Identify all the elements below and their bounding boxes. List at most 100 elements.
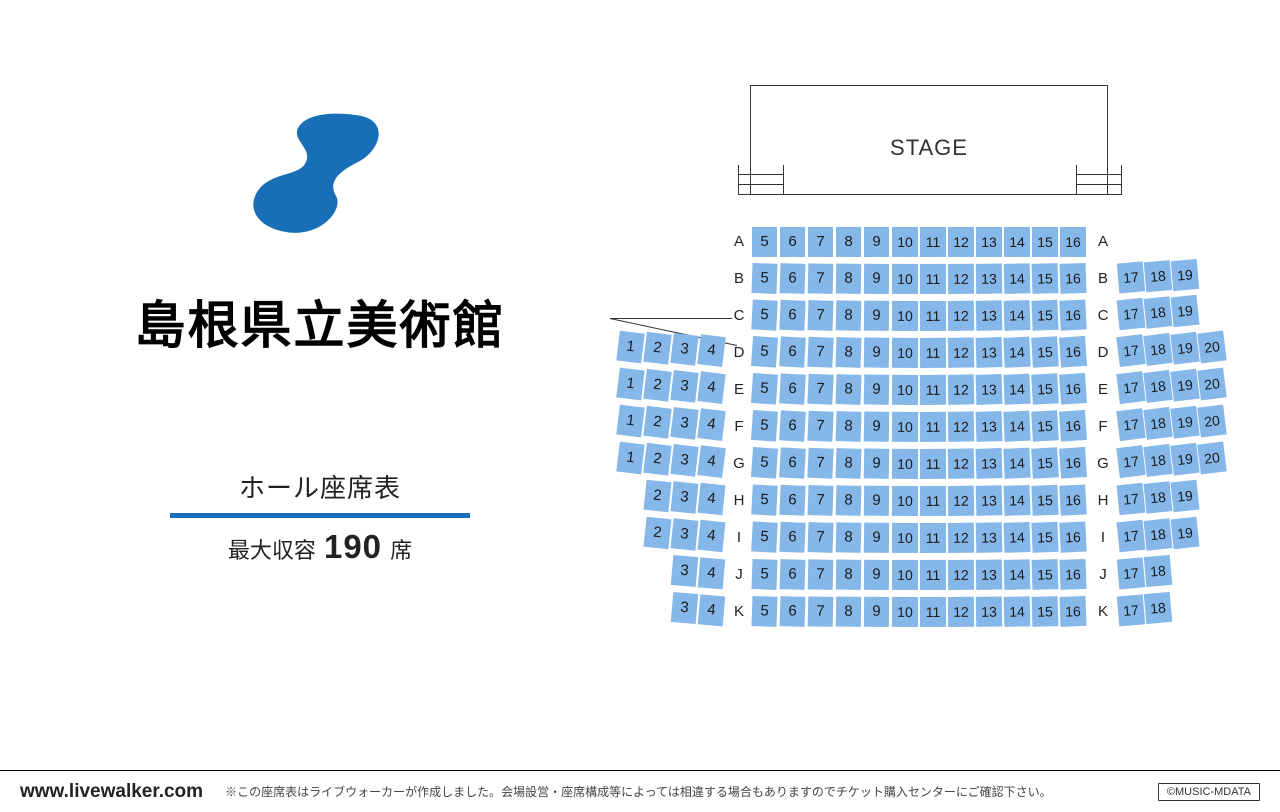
- seat-row: HH2345678910111213141516171819: [610, 484, 1270, 519]
- seat: 15: [1031, 300, 1058, 331]
- seat: 5: [751, 263, 777, 294]
- seat: 7: [808, 522, 834, 553]
- seat: 10: [892, 412, 918, 442]
- seat: 14: [1003, 374, 1030, 405]
- seat: 13: [976, 374, 1003, 405]
- seat: 13: [976, 264, 1002, 294]
- seat: 14: [1003, 448, 1030, 479]
- sub-block: ホール座席表 最大収容 190 席: [70, 468, 570, 566]
- row-label-left: D: [730, 344, 748, 361]
- seat: 13: [976, 227, 1002, 257]
- seat: 10: [892, 560, 918, 590]
- seat: 7: [807, 374, 833, 405]
- seat: 15: [1032, 227, 1058, 257]
- seat: 20: [1197, 405, 1226, 438]
- copyright: ©MUSIC-MDATA: [1158, 783, 1260, 801]
- seat: 7: [808, 300, 834, 331]
- seat: 6: [779, 485, 805, 516]
- seat: 4: [698, 483, 726, 515]
- seat: 6: [779, 336, 806, 367]
- capacity-number: 190: [324, 528, 382, 565]
- seat: 5: [751, 484, 778, 515]
- seat: 1: [616, 405, 644, 438]
- seat: 3: [670, 370, 698, 403]
- seat: 4: [697, 408, 725, 441]
- seat: 6: [779, 373, 806, 404]
- seat: 16: [1059, 484, 1087, 515]
- seat: 4: [698, 557, 726, 589]
- seat: 18: [1143, 407, 1172, 440]
- seat: 2: [643, 443, 671, 476]
- seat: 12: [948, 523, 974, 553]
- seat: 13: [976, 300, 1003, 331]
- seat: 9: [864, 337, 890, 367]
- seat: 10: [892, 449, 918, 479]
- seat: 18: [1143, 370, 1172, 403]
- seat: 19: [1170, 369, 1199, 402]
- seat: 10: [892, 597, 918, 627]
- row-label-left: K: [730, 603, 748, 620]
- seat: 6: [780, 227, 805, 257]
- seat: 15: [1032, 263, 1059, 294]
- seat: 4: [697, 371, 725, 404]
- seat: 19: [1170, 406, 1199, 439]
- seat: 15: [1031, 373, 1059, 404]
- seat: 13: [976, 448, 1003, 479]
- sub-title: ホール座席表: [70, 468, 570, 505]
- seat: 15: [1031, 522, 1058, 553]
- seat: 12: [948, 597, 974, 627]
- seat: 8: [836, 411, 862, 442]
- seat: 12: [948, 411, 975, 441]
- seat: 13: [976, 522, 1003, 553]
- seat: 9: [864, 486, 889, 516]
- seat-row: AA5678910111213141516: [610, 225, 1270, 260]
- seat: 14: [1004, 522, 1031, 553]
- site-url: www.livewalker.com: [20, 781, 203, 803]
- seat: 15: [1031, 410, 1059, 441]
- seat: 18: [1144, 296, 1173, 329]
- seat: 2: [643, 369, 671, 402]
- seat: 11: [920, 449, 946, 479]
- seat: 3: [671, 555, 699, 587]
- seat-row: JJ3456789101112131415161718: [610, 558, 1270, 593]
- seat: 1: [616, 442, 644, 475]
- seat: 5: [751, 410, 778, 442]
- seat: 16: [1059, 373, 1087, 405]
- row-label-right: D: [1094, 344, 1112, 361]
- seat: 6: [780, 559, 806, 590]
- row-label-left: B: [730, 270, 748, 287]
- row-label-left: J: [730, 566, 748, 583]
- seat: 7: [807, 337, 833, 368]
- seat: 18: [1144, 260, 1173, 292]
- seat: 18: [1144, 555, 1173, 587]
- row-label-left: C: [730, 307, 748, 324]
- seat: 2: [644, 517, 672, 549]
- seat: 16: [1059, 299, 1087, 330]
- row-label-right: E: [1094, 381, 1112, 398]
- row-label-right: H: [1094, 492, 1112, 509]
- seat: 3: [671, 518, 699, 550]
- stage-step-right: [1076, 185, 1122, 195]
- seat: 12: [948, 560, 974, 590]
- seat: 16: [1060, 227, 1086, 257]
- seat: 9: [864, 301, 889, 331]
- seat: 5: [751, 336, 778, 368]
- seat: 6: [779, 447, 806, 478]
- seat: 13: [976, 485, 1003, 516]
- row-label-right: F: [1094, 418, 1112, 435]
- seat: 6: [779, 522, 805, 553]
- seat: 19: [1171, 259, 1200, 291]
- seat: 2: [644, 480, 672, 512]
- seat: 16: [1059, 410, 1087, 442]
- seat: 7: [808, 485, 834, 516]
- seat: 13: [976, 411, 1003, 442]
- seat: 8: [836, 485, 862, 516]
- seat: 12: [948, 337, 975, 367]
- seat: 9: [864, 560, 889, 590]
- seat: 7: [808, 559, 834, 590]
- row-label-right: G: [1094, 455, 1112, 472]
- seat-row: DD1234567891011121314151617181920: [610, 336, 1270, 371]
- seat: 8: [836, 448, 862, 479]
- seat: 10: [892, 486, 918, 516]
- seat: 12: [948, 264, 974, 294]
